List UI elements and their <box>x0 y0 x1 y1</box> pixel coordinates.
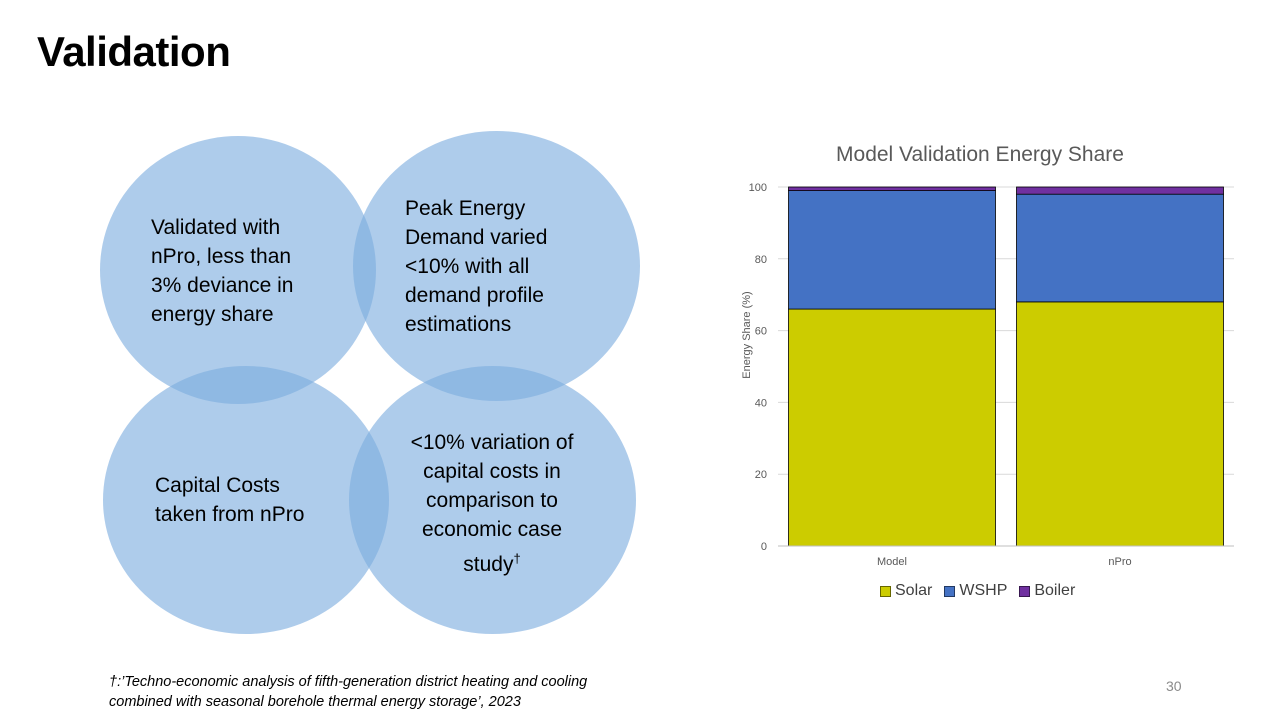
bar-wshp-npro <box>1016 193 1224 303</box>
venn-text-bottom-left: Capital Costs taken from nPro <box>155 474 305 526</box>
venn-text-bottom-right: <10% variation of capital costs in compa… <box>410 431 574 576</box>
bar-wshp-model <box>788 190 996 310</box>
venn-circle-bottom-left <box>103 366 389 634</box>
bar-solar-model <box>788 308 996 547</box>
legend-item-boiler: Boiler <box>1019 582 1075 600</box>
bar-boiler-npro <box>1016 186 1224 195</box>
legend-swatch <box>880 585 891 597</box>
venn-circle-top-left <box>100 136 376 404</box>
dagger-mark: † <box>513 551 521 566</box>
legend-item-solar: Solar <box>880 582 932 600</box>
bar-solar-npro <box>1016 301 1224 547</box>
y-tick-label: 100 <box>749 182 767 194</box>
venn-diagram: Validated with nPro, less than 3% devian… <box>100 131 640 634</box>
legend-label: Boiler <box>1034 582 1076 599</box>
venn-circle-bottom-right <box>349 366 636 634</box>
venn-text-top-right: Peak Energy Demand varied <10% with all … <box>405 197 548 336</box>
venn-circle-top-right <box>353 131 640 401</box>
legend-swatch <box>1019 585 1031 597</box>
y-tick-label: 60 <box>755 326 767 338</box>
x-tick-label: nPro <box>1108 556 1131 568</box>
legend-item-wshp: WSHP <box>944 582 1007 600</box>
page-number: 30 <box>1166 678 1182 694</box>
y-tick-label: 80 <box>755 254 767 266</box>
x-tick-label: Model <box>877 556 907 568</box>
y-axis-label: Energy Share (%) <box>741 291 753 378</box>
venn-text-top-left: Validated with nPro, less than 3% devian… <box>151 216 294 326</box>
chart-legend: Solar WSHP Boiler <box>880 582 1075 600</box>
bar-boiler-model <box>788 186 996 191</box>
chart-title: Model Validation Energy Share <box>836 143 1124 166</box>
legend-label: WSHP <box>959 582 1008 599</box>
slide-title: Validation <box>37 28 231 75</box>
legend-label: Solar <box>895 582 933 599</box>
legend-swatch <box>944 585 956 597</box>
footnote: †:’Techno-economic analysis of fifth-gen… <box>109 674 588 710</box>
y-tick-label: 20 <box>755 469 767 481</box>
y-tick-label: 0 <box>761 541 767 553</box>
y-tick-label: 40 <box>755 397 767 409</box>
